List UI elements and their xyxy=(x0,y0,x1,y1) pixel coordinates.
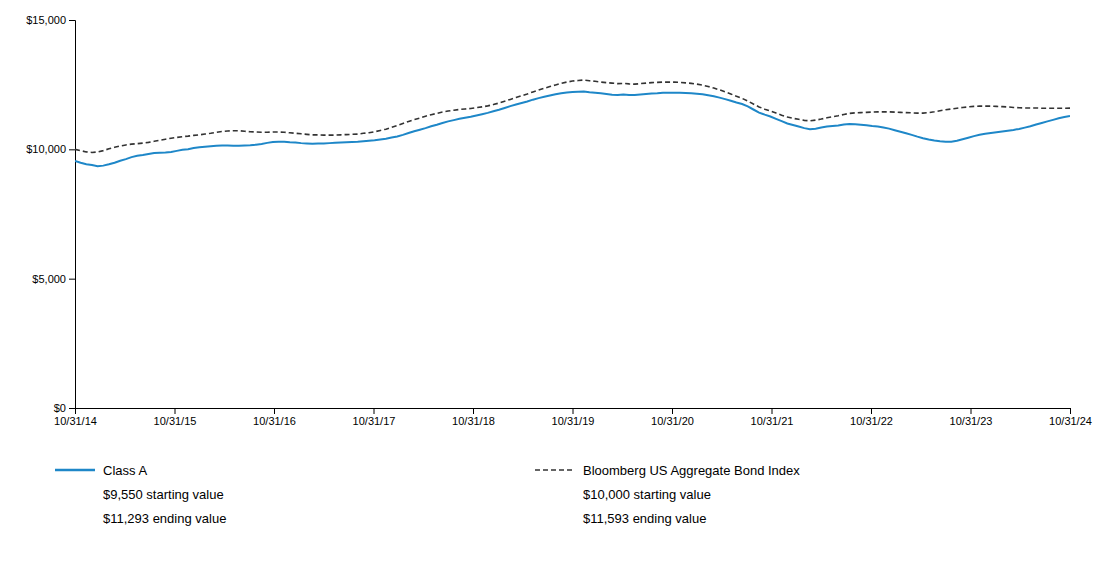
legend-annotation: $11,593 ending value xyxy=(583,511,706,526)
x-tick-label: 10/31/21 xyxy=(751,415,794,427)
legend-swatch xyxy=(535,469,575,471)
x-tick: 10/31/15 xyxy=(154,408,197,427)
y-tick-mark xyxy=(69,149,75,150)
x-tick-mark xyxy=(374,408,375,414)
x-tick: 10/31/18 xyxy=(452,408,495,427)
legend-item: Class A $9,550 starting value $11,293 endi… xyxy=(55,463,226,526)
x-tick: 10/31/16 xyxy=(253,408,296,427)
x-tick-label: 10/31/18 xyxy=(452,415,495,427)
x-tick: 10/31/21 xyxy=(751,408,794,427)
legend-label: Bloomberg US Aggregate Bond Index xyxy=(583,463,800,478)
y-tick-label: $5,000 xyxy=(32,273,66,285)
x-tick-label: 10/31/23 xyxy=(950,415,993,427)
x-axis: 10/31/14 10/31/15 10/31/16 10/31/17 10/31/18… xyxy=(54,408,1092,427)
chart: 10/31/14 10/31/15 10/31/16 10/31/17 10/31/18… xyxy=(0,0,1100,578)
y-tick-mark xyxy=(69,279,75,280)
x-axis-line xyxy=(76,409,1071,415)
y-axis: $0 $5,000 $10,000 $15,000 xyxy=(26,14,75,414)
y-tick: $5,000 xyxy=(32,273,75,285)
x-tick-label: 10/31/22 xyxy=(850,415,893,427)
x-tick: 10/31/17 xyxy=(353,408,396,427)
series-line xyxy=(75,91,1070,166)
lines xyxy=(75,80,1070,166)
x-tick-mark xyxy=(971,408,972,414)
x-tick-label: 10/31/15 xyxy=(154,415,197,427)
legend-item: Bloomberg US Aggregate Bond Index $10,000… xyxy=(535,463,800,526)
x-tick: 10/31/23 xyxy=(950,408,993,427)
y-tick-label: $10,000 xyxy=(26,143,66,155)
y-tick-mark xyxy=(69,20,75,21)
x-tick-mark xyxy=(573,408,574,414)
y-tick: $10,000 xyxy=(26,143,75,155)
legend-label: Class A xyxy=(103,463,147,478)
x-tick-label: 10/31/20 xyxy=(651,415,694,427)
series-line xyxy=(75,80,1070,152)
legend: Class A $9,550 starting value $11,293 endi… xyxy=(55,463,800,526)
x-tick-label: 10/31/16 xyxy=(253,415,296,427)
x-tick: 10/31/20 xyxy=(651,408,694,427)
x-tick-mark xyxy=(672,408,673,414)
plot-area: 10/31/14 10/31/15 10/31/16 10/31/17 10/31/18… xyxy=(26,14,1092,427)
x-tick-mark xyxy=(772,408,773,414)
x-tick-mark xyxy=(1070,408,1071,414)
x-tick-label: 10/31/24 xyxy=(1049,415,1092,427)
legend-annotation: $11,293 ending value xyxy=(103,511,226,526)
y-tick: $0 xyxy=(54,402,75,414)
x-tick: 10/31/22 xyxy=(850,408,893,427)
x-tick-label: 10/31/19 xyxy=(552,415,595,427)
x-tick-mark xyxy=(274,408,275,414)
x-tick-mark xyxy=(175,408,176,414)
x-tick: 10/31/24 xyxy=(1049,408,1092,427)
y-tick-mark xyxy=(69,408,75,409)
x-tick-label: 10/31/17 xyxy=(353,415,396,427)
x-tick: 10/31/19 xyxy=(552,408,595,427)
y-tick-label: $15,000 xyxy=(26,14,66,26)
x-tick-mark xyxy=(871,408,872,414)
y-tick: $15,000 xyxy=(26,14,75,26)
y-axis-line xyxy=(69,21,76,409)
x-tick-mark xyxy=(473,408,474,414)
x-tick-label: 10/31/14 xyxy=(54,415,97,427)
legend-annotation: $9,550 starting value xyxy=(103,487,224,502)
y-tick-label: $0 xyxy=(54,402,66,414)
legend-swatch xyxy=(55,469,95,471)
legend-annotation: $10,000 starting value xyxy=(583,487,711,502)
